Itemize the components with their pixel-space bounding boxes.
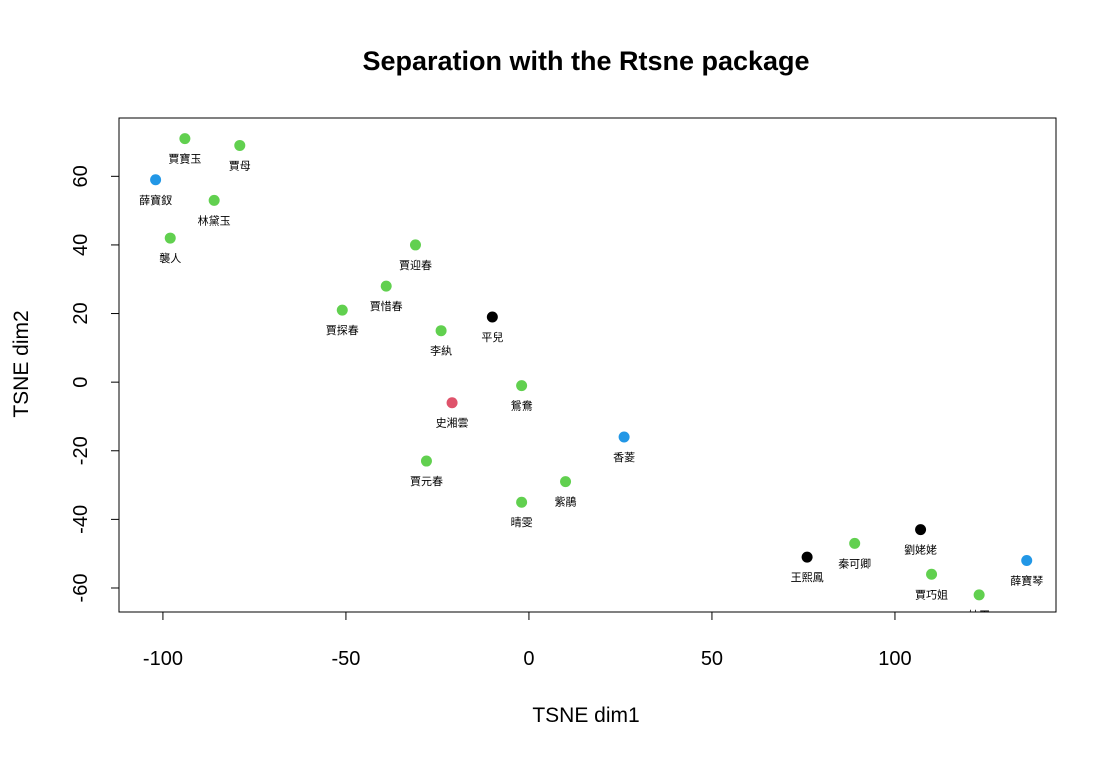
data-point-group: 晴雯 [511,496,533,529]
data-point-group: 賈母 [229,139,251,172]
data-point [208,194,220,206]
point-label: 秦可卿 [838,556,871,570]
data-point-group: 史湘雲 [436,397,469,430]
point-label: 賈寶玉 [168,152,201,166]
data-point [435,325,447,337]
data-point-group: 香菱 [613,431,635,464]
data-point [801,551,813,563]
point-label: 賈元春 [410,475,443,488]
data-point [618,431,630,443]
point-label: 劉姥姥 [904,543,937,557]
data-point-group: 劉姥姥 [904,524,937,557]
data-point [1021,555,1033,567]
data-point [973,589,985,601]
point-label: 妙玉 [968,608,990,622]
x-tick-label: 50 [701,648,723,670]
point-label: 李紈 [430,344,452,358]
y-tick-label: 40 [70,234,92,256]
data-point [380,280,392,292]
point-label: 香菱 [613,451,635,464]
y-tick-label: -60 [70,574,92,603]
data-point-group: 妙玉 [968,589,990,622]
data-point-group: 王熙鳳 [791,551,824,584]
data-point-group: 賈惜春 [370,280,403,313]
data-point-group: 襲人 [159,232,181,265]
x-tick-label: -50 [331,648,360,670]
point-label: 賈巧姐 [915,587,948,601]
x-tick-label: -100 [143,648,183,670]
point-label: 薛寶釵 [139,193,172,207]
data-point [926,568,938,580]
point-label: 襲人 [159,251,181,265]
data-point-group: 鴛鴦 [511,380,533,413]
data-point [164,232,176,244]
y-tick-label: 60 [70,165,92,187]
point-label: 賈母 [229,159,251,172]
point-label: 史湘雲 [436,416,469,430]
y-tick-label: 20 [70,302,92,324]
data-point-group: 林黛玉 [198,194,231,227]
data-point [486,311,498,323]
data-point-group: 賈寶玉 [168,133,201,166]
data-point [516,496,528,508]
point-label: 薛寶琴 [1010,574,1043,588]
data-point [560,476,572,488]
y-tick-label: -20 [70,436,92,465]
x-axis: -100 -50 0 50 100 [143,611,912,670]
data-point [849,537,861,549]
point-label: 賈探春 [326,324,359,337]
data-point [420,455,432,467]
data-points: 賈寶玉賈母薛寶釵林黛玉襲人賈迎春賈惜春賈探春平兒李紈鴛鴦史湘雲香菱賈元春紫鵑晴雯… [139,133,1043,622]
data-point [179,133,191,145]
data-point [150,174,162,186]
data-point [915,524,927,536]
data-point [336,304,348,316]
data-point-group: 賈探春 [326,304,359,337]
point-label: 鴛鴦 [511,399,533,413]
x-tick-label: 100 [878,648,911,670]
data-point [446,397,458,409]
data-point [234,139,246,151]
x-axis-label: TSNE dim1 [532,704,639,727]
y-tick-label: -40 [70,505,92,534]
y-axis-label: TSNE dim2 [10,310,33,417]
data-point [516,380,528,392]
point-label: 賈迎春 [399,259,432,272]
data-point-group: 薛寶琴 [1010,555,1043,588]
data-point-group: 李紈 [430,325,452,358]
data-point-group: 賈巧姐 [915,568,948,601]
data-point-group: 賈元春 [410,455,443,488]
y-tick-label: 0 [70,377,92,388]
data-point-group: 薛寶釵 [139,174,172,207]
point-label: 林黛玉 [198,213,231,227]
x-tick-label: 0 [523,648,534,670]
y-axis: -60 -40 -20 0 20 40 60 [70,165,120,603]
data-point-group: 紫鵑 [555,476,577,509]
data-point [409,239,421,251]
data-point-group: 賈迎春 [399,239,432,272]
point-label: 紫鵑 [555,495,577,509]
point-label: 賈惜春 [370,299,403,313]
point-label: 平兒 [481,331,503,344]
point-label: 晴雯 [511,516,533,529]
data-point-group: 平兒 [481,311,503,344]
chart-title: Separation with the Rtsne package [362,46,809,76]
point-label: 王熙鳳 [791,571,824,584]
data-point-group: 秦可卿 [838,537,871,570]
